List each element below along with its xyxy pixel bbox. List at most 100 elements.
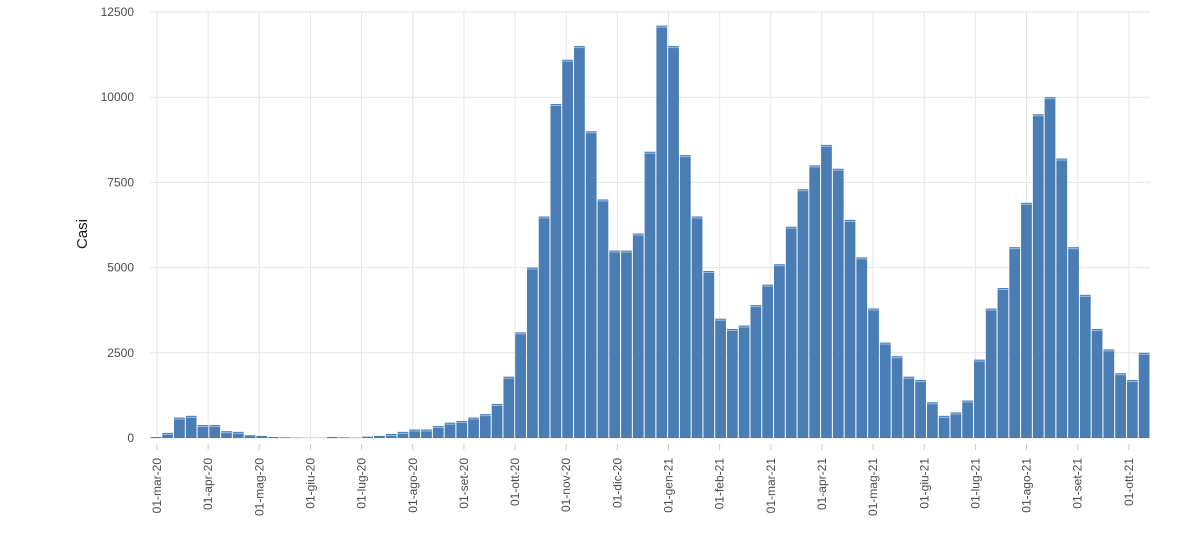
y-axis-title: Casi xyxy=(74,219,91,249)
bar xyxy=(538,216,550,438)
x-tick-label: 01-apr-20 xyxy=(201,458,215,510)
bar xyxy=(468,417,479,438)
bar xyxy=(832,168,844,438)
bar xyxy=(1115,373,1126,438)
x-tick-label: 01-apr-21 xyxy=(815,458,829,510)
y-tick-label: 2500 xyxy=(107,346,134,360)
bar xyxy=(444,422,456,438)
bar xyxy=(703,271,715,438)
bar xyxy=(150,436,162,438)
x-tick-label: 01-set-20 xyxy=(457,458,471,509)
bar xyxy=(185,415,197,438)
y-tick-labels: 0 2500 5000 7500 10000 12500 xyxy=(101,5,135,445)
bar xyxy=(974,359,985,438)
x-tick-label: 01-mar-20 xyxy=(150,458,164,514)
bar xyxy=(903,376,915,438)
bar xyxy=(503,376,515,438)
bar xyxy=(550,104,562,439)
x-tick-label: 01-lug-21 xyxy=(968,458,982,509)
bar xyxy=(515,332,526,438)
bar xyxy=(785,226,797,438)
bar xyxy=(668,46,679,439)
bar xyxy=(326,436,338,438)
bar xyxy=(1079,294,1091,438)
bar xyxy=(385,433,397,438)
bar xyxy=(691,216,703,438)
bar xyxy=(374,435,385,438)
bar xyxy=(338,437,350,438)
bar xyxy=(1021,202,1032,438)
x-tick-label: 01-mar-21 xyxy=(764,458,778,514)
bar xyxy=(926,402,938,438)
bar xyxy=(644,151,656,438)
y-tick-label: 0 xyxy=(127,431,134,445)
x-tick-label: 01-ott-21 xyxy=(1122,458,1136,506)
bar xyxy=(868,308,879,438)
bar xyxy=(174,417,185,438)
bar xyxy=(750,305,762,438)
bar xyxy=(738,325,750,438)
bar xyxy=(1044,97,1056,438)
bar xyxy=(1032,114,1044,439)
bar xyxy=(479,414,491,438)
bar xyxy=(809,165,821,439)
bar xyxy=(938,415,950,438)
bar xyxy=(844,219,856,438)
bar xyxy=(162,432,174,438)
bar xyxy=(362,436,374,438)
bar xyxy=(715,318,726,438)
x-tick-label: 01-lug-20 xyxy=(355,458,369,509)
bar xyxy=(421,429,432,438)
bar xyxy=(797,189,809,438)
bar xyxy=(962,400,974,438)
bar xyxy=(609,250,621,438)
bar xyxy=(762,284,774,438)
x-tick-label: 01-ago-21 xyxy=(1020,458,1034,513)
bar xyxy=(950,412,962,438)
bar xyxy=(997,288,1009,438)
bar xyxy=(1068,247,1079,438)
x-tick-label: 01-giu-21 xyxy=(917,458,931,509)
bar xyxy=(526,267,538,438)
bar xyxy=(256,435,268,438)
x-tick-label: 01-mag-20 xyxy=(252,458,266,516)
bar xyxy=(244,435,256,438)
bar xyxy=(456,420,468,438)
bar xyxy=(879,342,891,438)
x-tick-labels: 01-mar-20 01-apr-20 01-mag-20 01-giu-20 01-l… xyxy=(150,458,1136,516)
bar xyxy=(621,250,632,438)
bar xyxy=(985,308,997,438)
bar xyxy=(221,431,232,438)
bar xyxy=(632,233,644,438)
y-tick-label: 12500 xyxy=(101,5,135,19)
bar xyxy=(574,46,585,439)
bar xyxy=(891,356,903,438)
bar xyxy=(821,144,832,439)
y-tick-label: 5000 xyxy=(107,261,134,275)
bar xyxy=(915,380,926,438)
bar xyxy=(1056,158,1068,438)
x-tick-label: 01-nov-20 xyxy=(559,458,573,512)
bar xyxy=(1138,352,1150,438)
bar xyxy=(585,131,597,438)
x-tick-label: 01-mag-21 xyxy=(866,458,880,516)
bar xyxy=(726,328,738,438)
x-tick-label: 01-giu-20 xyxy=(303,458,317,509)
bar xyxy=(232,431,244,438)
y-tick-label: 7500 xyxy=(107,175,134,189)
bar xyxy=(1009,247,1021,438)
x-tick-label: 01-set-21 xyxy=(1071,458,1085,509)
bar xyxy=(656,25,668,439)
bar xyxy=(679,155,691,439)
bar xyxy=(856,257,868,438)
bar xyxy=(197,425,209,438)
bar xyxy=(562,59,574,438)
bar xyxy=(1103,349,1115,438)
y-tick-label: 10000 xyxy=(101,90,135,104)
bar xyxy=(209,425,221,438)
bar xyxy=(432,426,444,438)
bar xyxy=(1091,328,1103,438)
bar xyxy=(1126,380,1138,438)
x-tick-label: 01-dic-20 xyxy=(610,458,624,508)
